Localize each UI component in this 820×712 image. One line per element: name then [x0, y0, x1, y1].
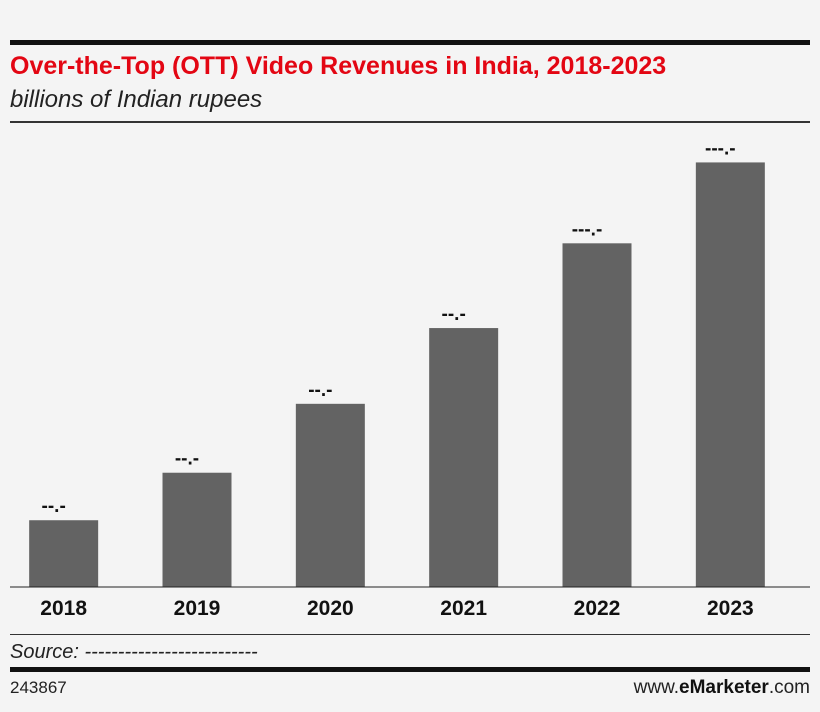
source-note: Source: -------------------------- [10, 641, 258, 663]
bar-chart: --.---.---.---.----.----.- 2018 2019 2020 2… [10, 138, 810, 620]
bar-2021 [429, 328, 499, 587]
bar-2019 [162, 472, 232, 587]
source-rule [10, 634, 810, 635]
data-label-2019: --.- [175, 449, 199, 470]
bars-group [29, 162, 765, 587]
x-tick-2020: 2020 [307, 597, 354, 620]
data-labels-group: --.- --.- --.- --.- ---.- ---.- [42, 138, 736, 517]
chart-title: Over-the-Top (OTT) Video Revenues in Ind… [10, 52, 667, 80]
top-rule [10, 40, 810, 45]
data-label-2018: --.- [42, 496, 66, 517]
bar-2020 [295, 403, 365, 587]
x-tick-2022: 2022 [574, 597, 621, 620]
x-tick-2019: 2019 [174, 597, 221, 620]
data-label-2022: ---.- [572, 219, 603, 240]
x-tick-2023: 2023 [707, 597, 754, 620]
data-label-2020: --.- [308, 380, 332, 401]
data-label-2021: --.- [442, 304, 466, 325]
bar-2018 [29, 520, 99, 587]
x-tick-2021: 2021 [440, 597, 487, 620]
bar-2022 [562, 243, 632, 587]
header-rule [10, 121, 810, 123]
bottom-rule [10, 667, 810, 672]
bar-2023 [695, 162, 765, 587]
x-tick-2018: 2018 [40, 597, 87, 620]
x-tick-labels-group: 2018 2019 2020 2021 2022 2023 [40, 597, 753, 620]
brand-logo: www.eMarketer.com [633, 677, 810, 698]
chart-id: 243867 [10, 678, 67, 697]
chart-subtitle: billions of Indian rupees [10, 86, 263, 113]
data-label-2023: ---.- [705, 138, 736, 159]
